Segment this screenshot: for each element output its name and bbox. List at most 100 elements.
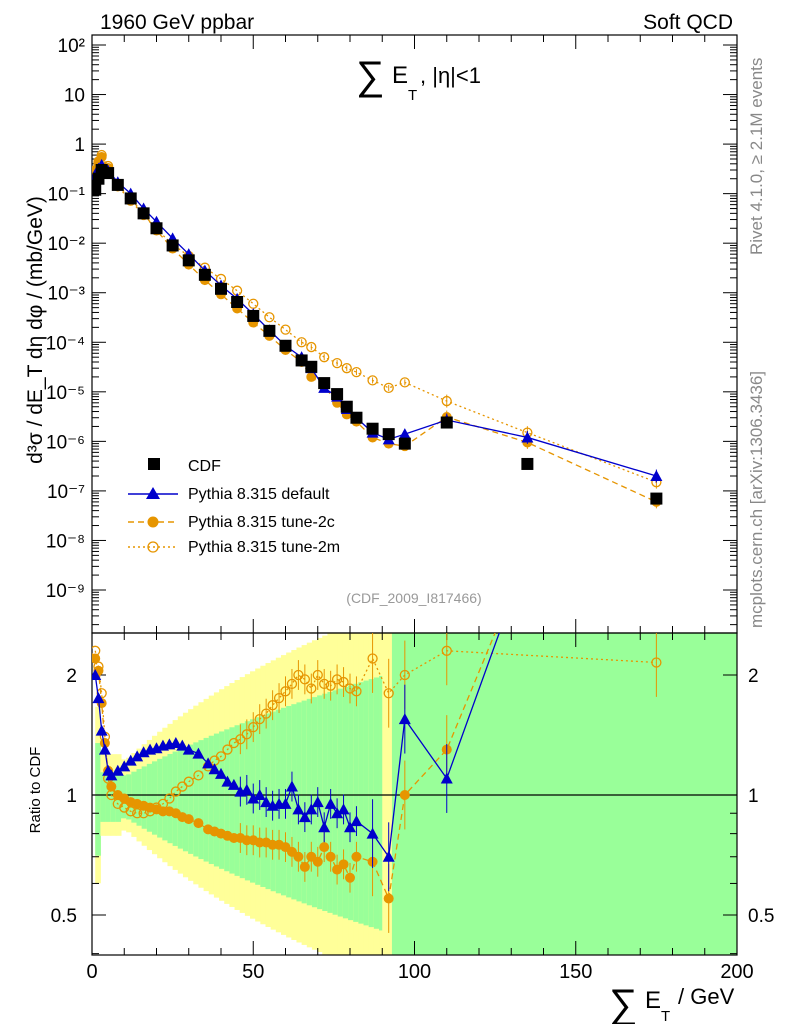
y-tick-label-main: 10⁻¹: [48, 185, 86, 206]
y-tick-label-ratio-right: 1: [748, 786, 759, 807]
main-series-pythia-8-315-tune-2c: [92, 151, 662, 509]
x-label-rest: / GeV: [678, 984, 735, 1009]
y-tick-label-main: 1: [74, 135, 85, 156]
main-point: [96, 151, 107, 162]
ratio-point: [221, 775, 234, 787]
ratio-point: [331, 674, 343, 685]
main-point: [280, 324, 291, 335]
legend-marker-tune2m: [147, 541, 159, 553]
band-green: [105, 772, 112, 822]
ratio-point: [325, 680, 336, 691]
main-point: [92, 183, 102, 196]
ratio-point: [260, 708, 272, 719]
ratio-point: [324, 797, 337, 809]
main-point: [263, 324, 276, 337]
ratio-point: [254, 713, 265, 725]
x-tick-label: 200: [720, 961, 753, 983]
legend-label-tune2c: Pythia 8.315 tune-2c: [188, 514, 335, 531]
band-green: [306, 698, 313, 906]
band-green: [322, 693, 328, 912]
legend: CDF Pythia 8.315 default Pythia 8.315 tu…: [128, 458, 340, 556]
header-left: 1960 GeV ppbar: [100, 11, 254, 34]
ratio-point: [98, 743, 111, 755]
legend-label-default: Pythia 8.315 default: [188, 486, 330, 503]
band-green: [182, 746, 189, 852]
band-green: [244, 721, 251, 881]
main-point: [231, 295, 244, 308]
band-green: [146, 763, 153, 832]
band-green: [224, 729, 230, 872]
main-point: [166, 239, 179, 252]
x-axis-label: ∑ E T / GeV: [609, 982, 735, 1024]
main-axis-ticks: 10⁻⁹ 10⁻⁸ 10⁻⁷ 10⁻⁶ 10⁻⁵ 10⁻⁴ 10⁻³ 10⁻² 10⁻¹ 1 10 1…: [46, 35, 738, 633]
ratio-point: [351, 851, 362, 862]
ratio-point: [118, 760, 131, 772]
ratio-point: [92, 692, 105, 704]
main-point: [150, 222, 163, 235]
ratio-series-pythia-8-315-default: [92, 633, 500, 892]
x-label-sub: T: [661, 1008, 670, 1024]
ratio-point: [285, 780, 298, 792]
ratio-point: [111, 764, 124, 776]
main-point: [398, 437, 411, 450]
band-green: [291, 704, 297, 900]
x-tick-label: 100: [398, 961, 431, 983]
band-green: [167, 753, 174, 844]
ratio-point: [292, 803, 305, 815]
ratio-point: [131, 750, 144, 762]
ratio-point: [193, 770, 204, 781]
legend-marker-tune2c: [147, 516, 159, 528]
ratio-point: [106, 781, 117, 792]
ratio-point: [311, 796, 324, 808]
y-tick-label-ratio-right: 0.5: [748, 906, 774, 927]
ratio-point: [182, 743, 195, 755]
main-point: [440, 416, 453, 429]
y-tick-label-main: 10⁻⁶: [46, 432, 85, 453]
y-tick-label-ratio: 1: [66, 786, 77, 807]
y-tick-label-ratio-right: 2: [748, 666, 759, 687]
main-point: [124, 192, 137, 205]
y-tick-label-main: 10⁻⁷: [47, 482, 85, 503]
ratio-point: [319, 678, 330, 690]
band-green: [229, 727, 236, 874]
ratio-point: [441, 645, 452, 656]
y-tick-label-main: 10⁻²: [48, 234, 86, 255]
main-point: [247, 309, 260, 322]
ratio-point: [279, 797, 292, 809]
ratio-point: [92, 669, 102, 680]
main-point: [331, 357, 343, 369]
ratio-point: [124, 754, 137, 766]
ratio-point: [170, 786, 182, 797]
y-tick-label-main: 10: [64, 86, 85, 107]
ratio-point: [164, 793, 175, 804]
band-green: [131, 771, 138, 823]
ratio-point: [398, 713, 411, 725]
main-point: [295, 354, 308, 367]
ratio-point: [383, 688, 394, 699]
band-green: [363, 680, 370, 926]
ratio-point: [344, 683, 356, 694]
main-point: [111, 178, 124, 191]
ratio-point: [235, 734, 246, 745]
ratio-axis-ticks: 0 50 100 150 200 0.5 0.5 1 1 2 2: [51, 633, 774, 983]
main-point: [137, 207, 150, 220]
ratio-point: [192, 747, 205, 759]
band-green: [301, 700, 308, 904]
x-tick-label: 50: [242, 961, 264, 983]
ratio-point: [312, 669, 323, 681]
main-point: [306, 341, 317, 353]
band-green: [203, 737, 210, 862]
ratio-point: [399, 669, 410, 681]
ratio-point: [344, 821, 356, 833]
ratio-point: [260, 796, 273, 808]
band-green: [213, 733, 220, 867]
ratio-point: [318, 821, 331, 833]
ratio-point: [382, 850, 395, 862]
band-green: [234, 725, 241, 876]
band-green: [141, 766, 148, 829]
ratio-point: [651, 657, 662, 668]
panel-title-sum: ∑: [356, 54, 385, 98]
ratio-point: [350, 815, 363, 827]
main-point: [331, 388, 344, 401]
